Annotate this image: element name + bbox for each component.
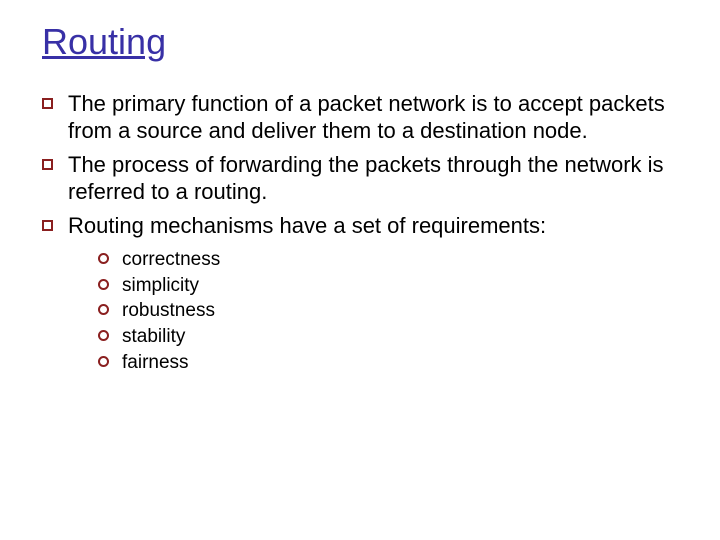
- circle-bullet-icon: [98, 330, 109, 341]
- slide: Routing The primary function of a packet…: [0, 0, 720, 540]
- circle-bullet-icon: [98, 356, 109, 367]
- bullet-item: The process of forwarding the packets th…: [42, 151, 678, 206]
- sub-bullet-text: correctness: [122, 249, 220, 270]
- sub-bullet-item: robustness: [98, 298, 678, 324]
- sub-bullet-item: correctness: [98, 247, 678, 273]
- bullet-text: The process of forwarding the packets th…: [68, 152, 664, 205]
- slide-title: Routing: [42, 22, 678, 62]
- circle-bullet-icon: [98, 304, 109, 315]
- square-bullet-icon: [42, 98, 53, 109]
- sub-bullet-text: fairness: [122, 352, 189, 373]
- sub-bullet-text: simplicity: [122, 275, 199, 296]
- square-bullet-icon: [42, 220, 53, 231]
- square-bullet-icon: [42, 159, 53, 170]
- bullet-text: Routing mechanisms have a set of require…: [68, 213, 546, 238]
- sub-bullet-item: fairness: [98, 350, 678, 376]
- bullet-list: The primary function of a packet network…: [42, 90, 678, 376]
- bullet-item: Routing mechanisms have a set of require…: [42, 212, 678, 376]
- circle-bullet-icon: [98, 279, 109, 290]
- sub-bullet-item: stability: [98, 324, 678, 350]
- circle-bullet-icon: [98, 253, 109, 264]
- sub-bullet-item: simplicity: [98, 273, 678, 299]
- bullet-item: The primary function of a packet network…: [42, 90, 678, 145]
- sub-bullet-text: robustness: [122, 300, 215, 321]
- bullet-text: The primary function of a packet network…: [68, 91, 665, 144]
- sub-bullet-list: correctness simplicity robustness stabil…: [68, 247, 678, 375]
- sub-bullet-text: stability: [122, 326, 185, 347]
